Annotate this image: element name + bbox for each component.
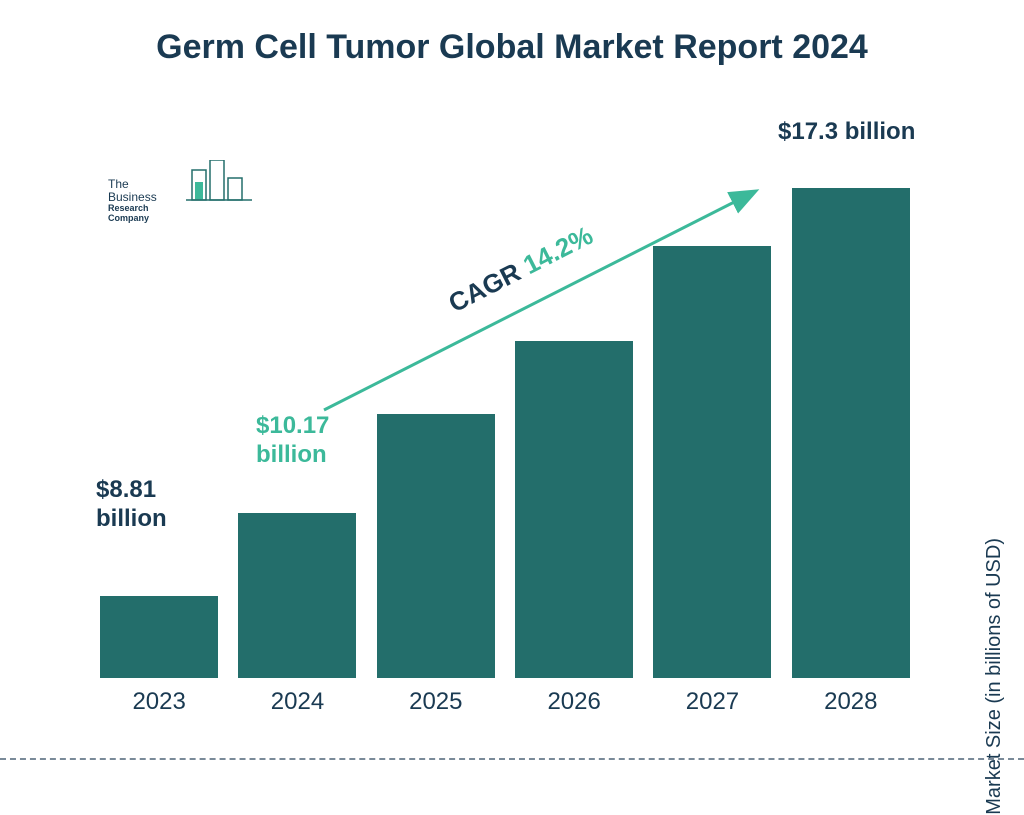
chart-title: Germ Cell Tumor Global Market Report 202… [0,28,1024,67]
bar-value-label: $8.81billion [96,476,167,534]
bar-2024 [228,513,366,678]
x-axis-label: 2028 [782,688,920,716]
bar-2025 [367,414,505,678]
bar-chart [90,148,920,678]
bar [515,341,633,678]
bar-2023 [90,596,228,678]
x-axis-label: 2027 [643,688,781,716]
bar-value-label: $17.3 billion [778,118,915,147]
bar-2026 [505,341,643,678]
x-axis-label: 2023 [90,688,228,716]
bar [377,414,495,678]
y-axis-label: Market Size (in billions of USD) [983,538,1006,815]
bar-2027 [643,246,781,678]
x-axis-label: 2025 [367,688,505,716]
bar [238,513,356,678]
bars-container [90,148,920,678]
footer-divider [0,758,1024,760]
x-axis-label: 2026 [505,688,643,716]
x-axis: 202320242025202620272028 [90,688,920,716]
bar [653,246,771,678]
bar [792,188,910,678]
bar [100,596,218,678]
bar-2028 [782,188,920,678]
bar-value-label: $10.17billion [256,412,329,470]
x-axis-label: 2024 [228,688,366,716]
